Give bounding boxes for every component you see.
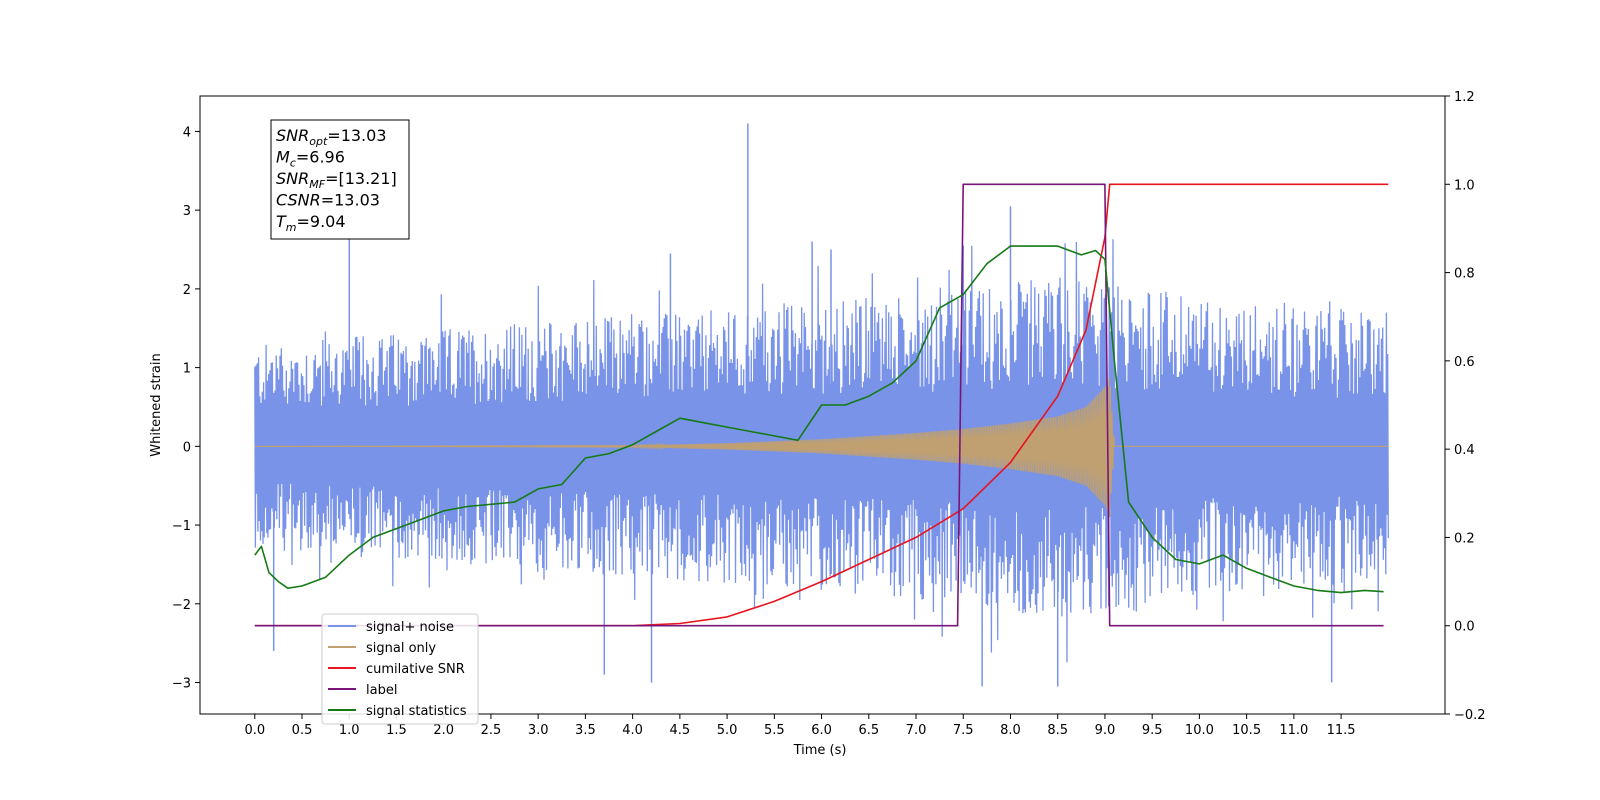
y-tick-label: 0 [183, 440, 191, 455]
y2-tick-label: 0.2 [1454, 531, 1475, 546]
x-tick-label: 4.5 [670, 723, 691, 738]
x-axis: 0.0 0.5 1.0 1.5 2.0 2.5 3.0 3.5 4.0 4.5 5.0 5.5 6.0 6… [244, 714, 1356, 738]
legend-entry: signal statistics [366, 704, 467, 719]
series-signal-only [254, 377, 1389, 518]
annotation-line: Mc=6.96 [276, 148, 345, 170]
x-tick-label: 6.5 [858, 723, 879, 738]
x-tick-label: 11.5 [1327, 723, 1356, 738]
legend-entry: signal+ noise [366, 620, 454, 635]
series-cumulative-snr [254, 183, 1389, 627]
data-layer [254, 123, 1389, 687]
y-axis-right: −0.2 0.0 0.2 0.4 0.6 0.8 1.0 1.2 [1445, 90, 1486, 723]
x-tick-label: 1.5 [386, 723, 407, 738]
y-axis-label: Whitened strain [149, 353, 164, 456]
annotation-line: SNRMF=[13.21] [276, 169, 397, 191]
x-tick-label: 2.5 [481, 723, 502, 738]
x-tick-label: 1.0 [339, 723, 360, 738]
y-tick-label: 1 [183, 362, 191, 377]
x-tick-label: 9.5 [1142, 723, 1163, 738]
x-axis-label: Time (s) [793, 743, 847, 758]
y-tick-label: 3 [183, 204, 191, 219]
y2-tick-label: 0.6 [1454, 355, 1475, 370]
legend-entry: cumilative SNR [366, 662, 465, 677]
annotation-line: SNRopt=13.03 [276, 126, 387, 148]
y2-tick-label: 0.4 [1454, 443, 1475, 458]
y2-tick-label: 1.2 [1454, 90, 1475, 105]
x-tick-label: 7.5 [953, 723, 974, 738]
series-label [254, 183, 1384, 627]
annotation-frame [270, 119, 410, 240]
x-tick-label: 3.0 [528, 723, 549, 738]
series-signal-noise [254, 239, 1389, 663]
x-tick-label: 10.0 [1185, 723, 1214, 738]
y2-tick-label: 0.8 [1454, 267, 1475, 282]
x-tick-label: 10.5 [1232, 723, 1261, 738]
x-tick-label: 8.0 [1000, 723, 1021, 738]
x-tick-label: 5.0 [717, 723, 738, 738]
y-tick-label: 2 [183, 283, 191, 298]
x-tick-label: 9.0 [1095, 723, 1116, 738]
y2-tick-label: 0.0 [1454, 620, 1475, 635]
x-tick-label: 5.5 [764, 723, 785, 738]
y2-tick-label: 1.0 [1454, 178, 1475, 193]
x-tick-label: 4.0 [622, 723, 643, 738]
annotation-box: SNRopt=13.03Mc=6.96SNRMF=[13.21]CSNR=13.… [270, 119, 410, 240]
y-tick-label: −2 [172, 598, 191, 613]
y-tick-label: −1 [172, 519, 191, 534]
x-tick-label: 7.0 [906, 723, 927, 738]
legend-entry: label [366, 683, 397, 698]
y2-tick-label: −0.2 [1454, 708, 1486, 723]
x-tick-label: 0.0 [244, 723, 265, 738]
series-signal-statistics [254, 245, 1384, 594]
y-tick-label: 4 [183, 125, 191, 140]
annotation-line: CSNR=13.03 [276, 191, 380, 210]
x-tick-label: 8.5 [1047, 723, 1068, 738]
x-tick-label: 2.0 [433, 723, 454, 738]
x-tick-label: 0.5 [292, 723, 313, 738]
x-tick-label: 11.0 [1279, 723, 1308, 738]
legend-entry: signal only [366, 641, 436, 656]
legend: signal+ noise signal only cumilative SNR la… [321, 613, 479, 725]
y-tick-label: −3 [172, 677, 191, 692]
annotation-line: Tm=9.04 [276, 212, 346, 234]
x-tick-label: 3.5 [575, 723, 596, 738]
x-tick-label: 6.0 [811, 723, 832, 738]
legend-frame [321, 613, 479, 725]
y-axis-left: −3 −2 −1 0 1 2 3 4 [172, 125, 200, 692]
plot-frame [199, 95, 1446, 715]
